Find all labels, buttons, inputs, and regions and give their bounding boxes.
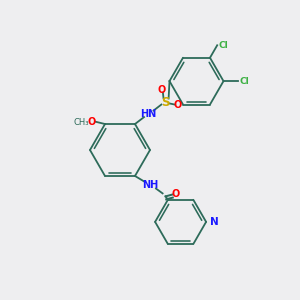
Text: N: N [210,217,218,227]
Text: S: S [161,96,169,109]
Text: O: O [87,117,96,127]
Text: O: O [172,189,180,199]
Text: HN: HN [140,109,157,118]
Text: O: O [173,100,182,110]
Text: CH₃: CH₃ [73,118,89,127]
Text: O: O [158,85,166,94]
Text: Cl: Cl [239,76,249,85]
Text: Cl: Cl [218,41,228,50]
Text: NH: NH [142,180,158,190]
